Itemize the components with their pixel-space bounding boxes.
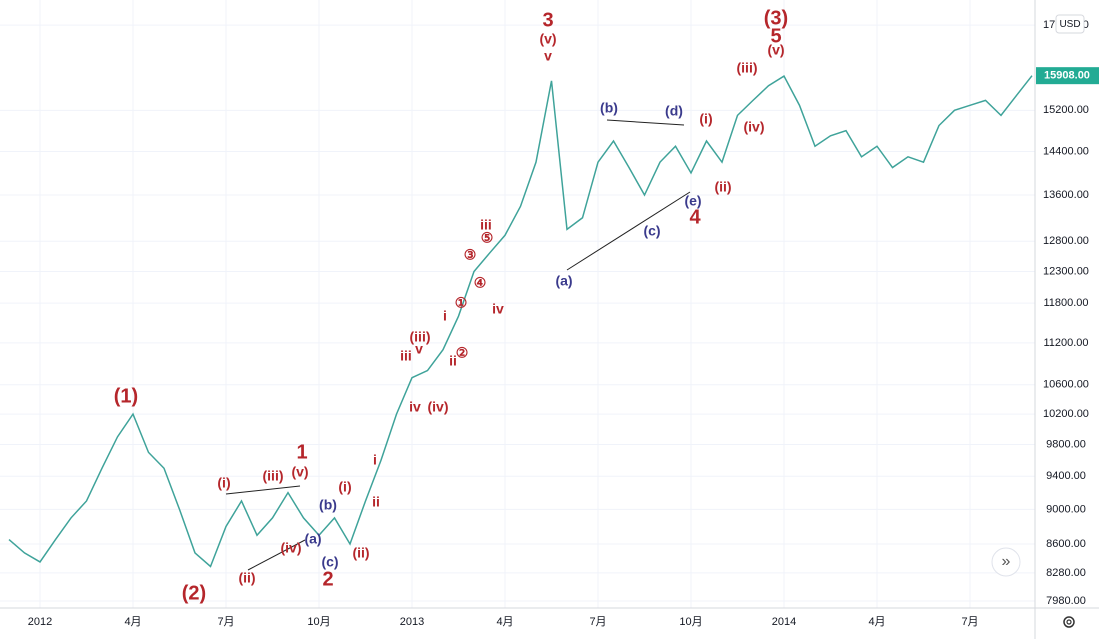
trend-line	[606, 119, 685, 126]
y-tick-label: 10600.00	[1043, 379, 1089, 391]
plot	[8, 74, 1033, 568]
wave-label: 2	[322, 568, 333, 590]
wave-label: 3	[542, 9, 553, 31]
corrective-label: (a)	[304, 531, 321, 547]
x-tick-label: 10月	[307, 616, 330, 628]
y-tick-label: 15200.00	[1043, 104, 1089, 116]
wave-label: ③	[464, 247, 477, 263]
wave-label: ④	[474, 275, 487, 291]
wave-label: (v)	[291, 464, 308, 480]
wave-label: (iv)	[281, 540, 302, 556]
wave-label: ⑤	[481, 230, 494, 246]
x-tick-label: 7月	[961, 616, 978, 628]
wave-label: (i)	[699, 111, 712, 127]
corrective-label: (c)	[643, 223, 660, 239]
wave-label: ii	[449, 353, 457, 369]
wave-label: (ii)	[352, 545, 369, 561]
wave-label: (iii)	[737, 60, 758, 76]
price-line	[8, 74, 1033, 568]
x-tick-label: 2012	[28, 616, 52, 628]
wave-label: iii	[400, 348, 412, 364]
y-tick-label: 13600.00	[1043, 189, 1089, 201]
trend-line	[566, 191, 691, 271]
wave-label: (iii)	[263, 468, 284, 484]
last-price-tag	[1036, 67, 1099, 85]
wave-label: ii	[372, 494, 380, 510]
scroll-icon: »	[1002, 553, 1011, 570]
wave-label: v	[415, 341, 423, 357]
y-tick-label: 9400.00	[1046, 470, 1086, 482]
wave-label: ①	[455, 295, 468, 311]
x-tick-label: 2013	[400, 616, 424, 628]
wave-label: 4	[689, 206, 701, 228]
wave-label: (iii)	[410, 329, 431, 345]
wave-label: ②	[456, 345, 469, 361]
y-tick-label: 10200.00	[1043, 408, 1089, 420]
corrective-label: (c)	[321, 554, 338, 570]
corrective-label: (b)	[319, 497, 337, 513]
corrective-label: (a)	[555, 273, 572, 289]
y-tick-label: 14400.00	[1043, 145, 1089, 157]
corrective-label: (d)	[665, 103, 683, 119]
y-tick-label: 9000.00	[1046, 503, 1086, 515]
wave-label: iv	[492, 301, 504, 317]
wave-label: (ii)	[714, 179, 731, 195]
wave-label: (i)	[217, 475, 230, 491]
wave-label: (3)	[764, 7, 788, 29]
y-tick-label: 11800.00	[1043, 297, 1088, 309]
trend-line	[225, 485, 301, 495]
x-tick-label: 7月	[217, 616, 234, 628]
y-tick-label: 9800.00	[1046, 438, 1086, 450]
y-tick-label: 12300.00	[1043, 265, 1089, 277]
x-tick-label: 4月	[868, 616, 885, 628]
y-tick-label: 11200.00	[1043, 337, 1088, 349]
wave-label: i	[443, 308, 447, 324]
y-tick-label: 7980.00	[1046, 595, 1086, 607]
last-price-label: 15908.00	[1044, 70, 1090, 82]
currency-box[interactable]	[1055, 14, 1085, 34]
corrective-label: (e)	[684, 193, 701, 209]
wave-label: (i)	[338, 479, 351, 495]
wave-label: 5	[770, 25, 781, 47]
gear-hub	[1066, 619, 1072, 625]
wave-label: v	[544, 48, 552, 64]
y-tick-label: 8600.00	[1046, 538, 1086, 550]
grid	[0, 0, 1035, 608]
trend-line	[247, 539, 306, 571]
wave-label: 1	[296, 441, 307, 463]
wave-label: iv	[409, 399, 421, 415]
x-tick-label: 4月	[496, 616, 513, 628]
wave-label: (v)	[539, 31, 556, 47]
corrective-label: (b)	[600, 100, 618, 116]
wave-label: (ii)	[238, 570, 255, 586]
y-tick-label: 8280.00	[1046, 567, 1086, 579]
currency: USD	[1059, 19, 1080, 30]
wave-label: i	[373, 452, 377, 468]
wave-label: (v)	[767, 42, 784, 58]
x-tick-label: 7月	[589, 616, 606, 628]
wave-label: (2)	[182, 582, 206, 604]
x-tick-label: 4月	[124, 616, 141, 628]
y-tick-label: 12800.00	[1043, 235, 1089, 247]
wave-label: iii	[480, 217, 492, 233]
wave-label: (iv)	[744, 119, 765, 135]
x-tick-label: 10月	[679, 616, 702, 628]
wave-label: (1)	[114, 385, 138, 407]
gear	[1063, 616, 1075, 628]
annotations: (1)(2)(i)(ii)(iii)(iv)(v)1(i)(ii)2iiiiii…	[114, 7, 788, 604]
x-tick-label: 2014	[772, 616, 796, 628]
price-axis: 7980.00 8280.00 8600.00 9000.00 9400.00 9800.…	[28, 19, 1099, 628]
settings-icon[interactable]	[1063, 616, 1075, 628]
scroll-button[interactable]	[991, 547, 1021, 577]
wave-label: (iv)	[428, 399, 449, 415]
